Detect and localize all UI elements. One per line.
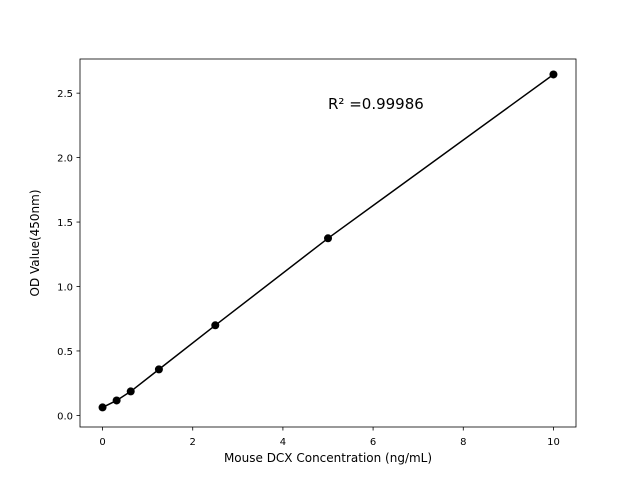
y-tick-label: 0.0: [57, 411, 73, 422]
x-tick-label: 2: [190, 437, 196, 448]
x-tick-label: 8: [460, 437, 466, 448]
y-tick-label: 0.5: [57, 347, 73, 358]
y-tick-label: 2.0: [57, 154, 73, 165]
data-point: [112, 396, 121, 405]
data-point: [126, 387, 135, 396]
data-point: [324, 234, 332, 243]
y-tick-label: 1.5: [57, 218, 73, 229]
data-point: [211, 321, 220, 330]
annotation: R² =0.99986: [328, 95, 424, 113]
data-point: [549, 70, 558, 79]
data-point: [98, 403, 107, 412]
x-tick-label: 6: [370, 437, 376, 448]
x-tick-label: 4: [280, 437, 286, 448]
y-axis-label: OD Value(450nm): [28, 189, 42, 296]
plot-frame: [79, 58, 577, 428]
data-point: [154, 365, 163, 374]
y-tick-label: 2.5: [57, 89, 73, 100]
x-tick-label: 10: [547, 437, 560, 448]
x-tick-label: 0: [99, 437, 105, 448]
y-tick-label: 1.0: [57, 283, 73, 294]
x-axis-label: Mouse DCX Concentration (ng/mL): [224, 451, 432, 465]
